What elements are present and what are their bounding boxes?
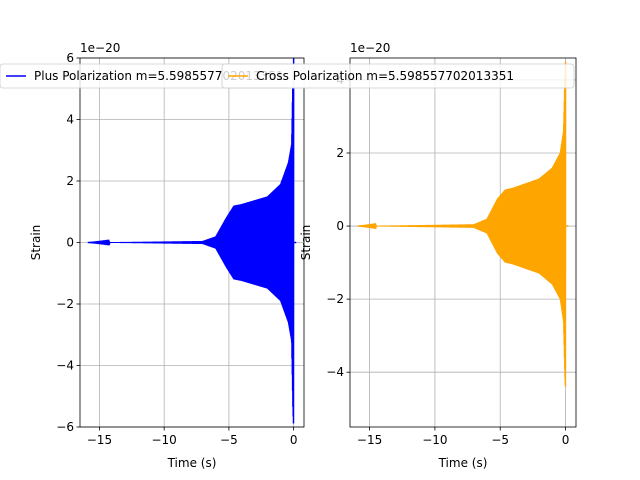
y-tick-label: 4	[66, 113, 74, 127]
x-tick-label: −15	[87, 433, 112, 447]
y-tick-label: 2	[66, 174, 74, 188]
y-tick-label: −6	[56, 420, 74, 434]
y-tick-label: 2	[336, 146, 344, 160]
y-axis-label: Strain	[299, 225, 313, 261]
x-tick-label: −5	[220, 433, 238, 447]
axes-frame	[349, 57, 577, 428]
legend-label: Cross Polarization m=5.598557702013351	[256, 69, 514, 83]
plus-polarization-subplot: −15 −10 −5 0 −6 −4 −2 0 2 4 6 1e−20 Time (s) Strain Pl…	[0, 41, 311, 470]
y-tick-label: −2	[56, 297, 74, 311]
waveform-line	[357, 61, 567, 387]
y-tick-label: −2	[326, 292, 344, 306]
x-axis-label: Time (s)	[167, 456, 217, 470]
legend-box	[221, 63, 575, 89]
y-tick-label: 0	[66, 236, 74, 250]
y-offset-label: 1e−20	[80, 41, 120, 55]
y-axis-label: Strain	[29, 225, 43, 261]
x-tick-label: −10	[151, 433, 176, 447]
y-tick-label: 6	[66, 51, 74, 65]
y-tick-label: −4	[326, 365, 344, 379]
y-offset-label: 1e−20	[350, 41, 390, 55]
legend-label: Plus Polarization m=5.598557702013351	[34, 69, 284, 83]
x-tick-label: −15	[357, 433, 382, 447]
x-tick-label: 0	[290, 433, 298, 447]
x-axis-label: Time (s)	[438, 456, 488, 470]
waveform-line	[87, 57, 295, 424]
x-tick-label: 0	[562, 433, 570, 447]
x-tick-label: −5	[491, 433, 509, 447]
y-tick-label: −4	[56, 359, 74, 373]
y-tick-label: 0	[336, 219, 344, 233]
legend: Cross Polarization m=5.598557702013351	[221, 63, 575, 89]
x-tick-label: −10	[422, 433, 447, 447]
